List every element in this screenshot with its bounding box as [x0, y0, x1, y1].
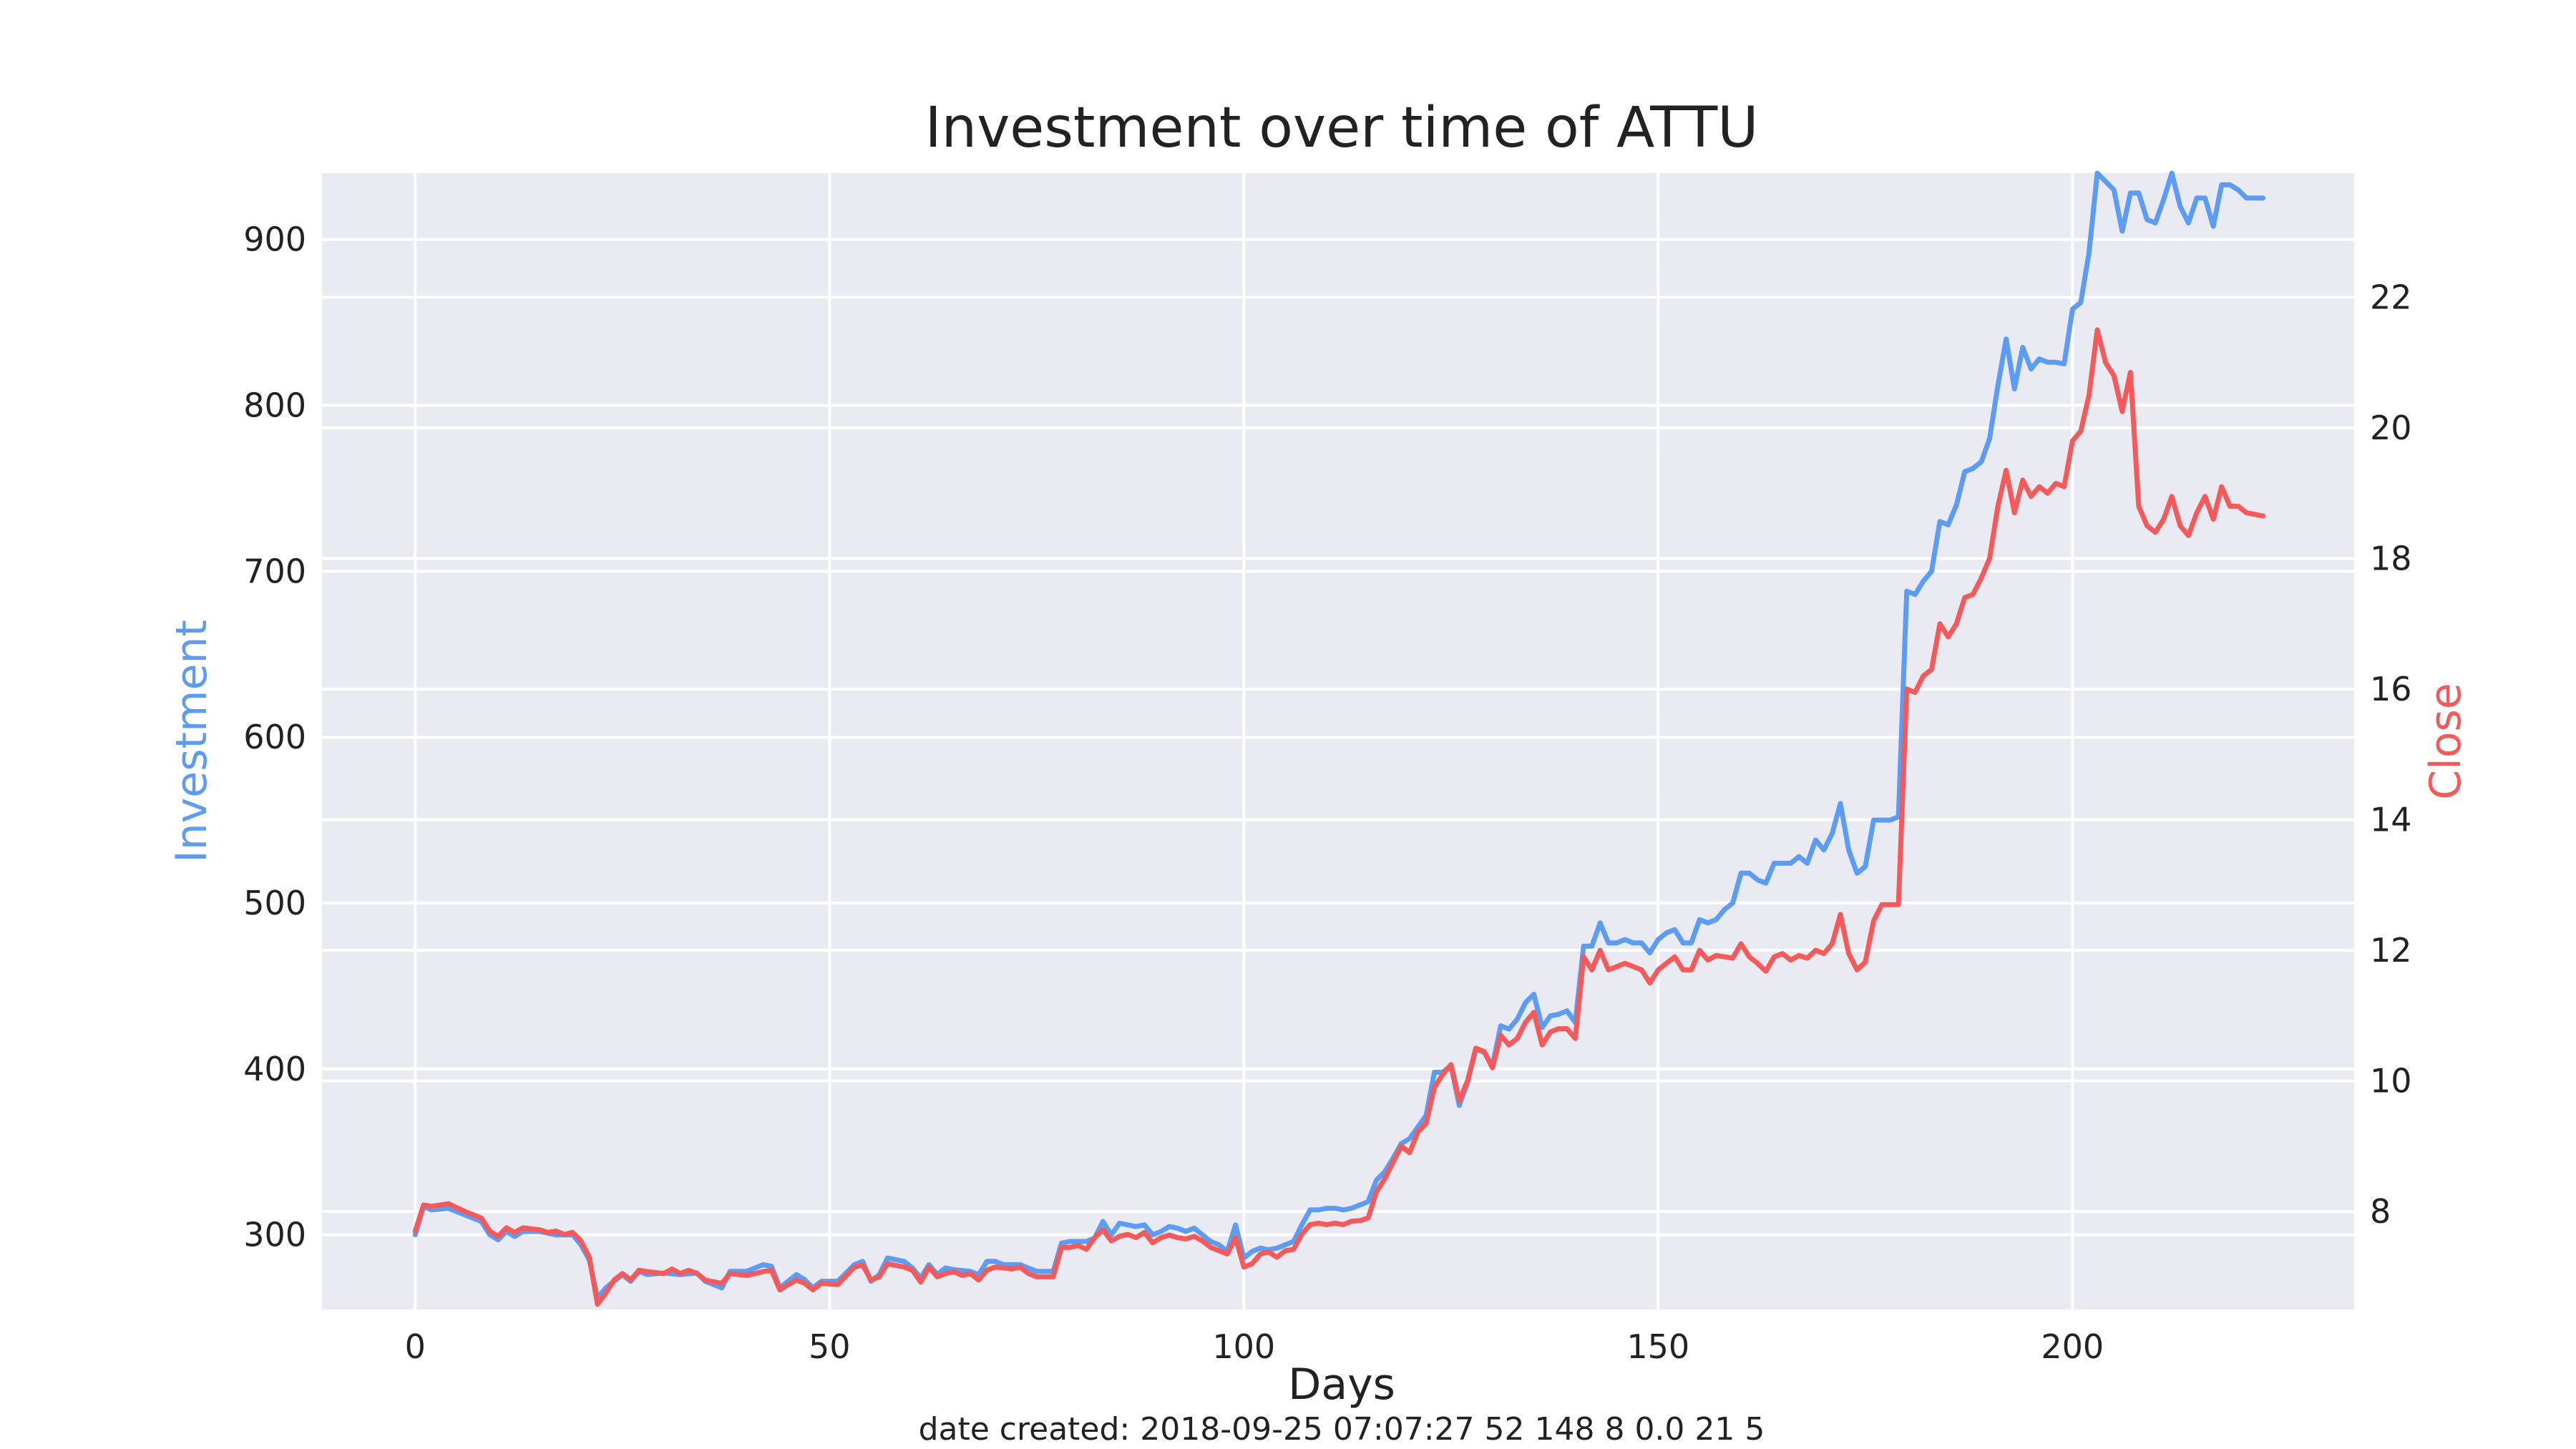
left-y-tick-label: 400: [243, 1050, 306, 1088]
left-y-tick-label: 500: [243, 884, 306, 922]
right-y-tick-label: 16: [2370, 670, 2412, 708]
right-y-tick-label: 10: [2370, 1062, 2412, 1101]
chart-title: Investment over time of ATTU: [925, 96, 1759, 160]
x-axis-label: Days: [1288, 1360, 1395, 1410]
x-tick-label: 150: [1626, 1327, 1689, 1366]
series-lines: [412, 170, 2266, 1307]
close-series-line: [412, 327, 2266, 1307]
right-y-tick-label: 14: [2370, 801, 2412, 839]
left-y-tick-label: 800: [243, 386, 306, 425]
left-y-tick-label: 700: [243, 552, 306, 590]
x-tick-label: 100: [1212, 1327, 1275, 1366]
right-y-tick-label: 8: [2370, 1192, 2391, 1231]
left-y-tick-label: 900: [243, 220, 306, 259]
x-tick-label: 50: [809, 1327, 851, 1366]
right-y-tick-label: 22: [2370, 278, 2412, 316]
x-tick-label: 200: [2041, 1327, 2104, 1366]
x-tick-label: 0: [405, 1327, 426, 1366]
date-created-footer: date created: 2018-09-25 07:07:27 52 148…: [919, 1411, 1765, 1448]
x-axis-ticks: 0 50 100 150 200: [405, 1327, 2104, 1366]
right-axis-label: Close: [2421, 683, 2471, 799]
right-axis-ticks: 8 10 12 14 16 18 20 22: [2370, 278, 2412, 1231]
left-axis-label: Investment: [167, 620, 217, 863]
grid: [322, 173, 2354, 1309]
left-axis-ticks: 300 400 500 600 700 800 900: [243, 220, 306, 1254]
right-y-tick-label: 20: [2370, 409, 2412, 447]
left-y-tick-label: 300: [243, 1216, 306, 1254]
plot-area: [322, 173, 2354, 1309]
left-y-tick-label: 600: [243, 718, 306, 756]
right-y-tick-label: 18: [2370, 539, 2412, 577]
right-y-tick-label: 12: [2370, 931, 2412, 970]
